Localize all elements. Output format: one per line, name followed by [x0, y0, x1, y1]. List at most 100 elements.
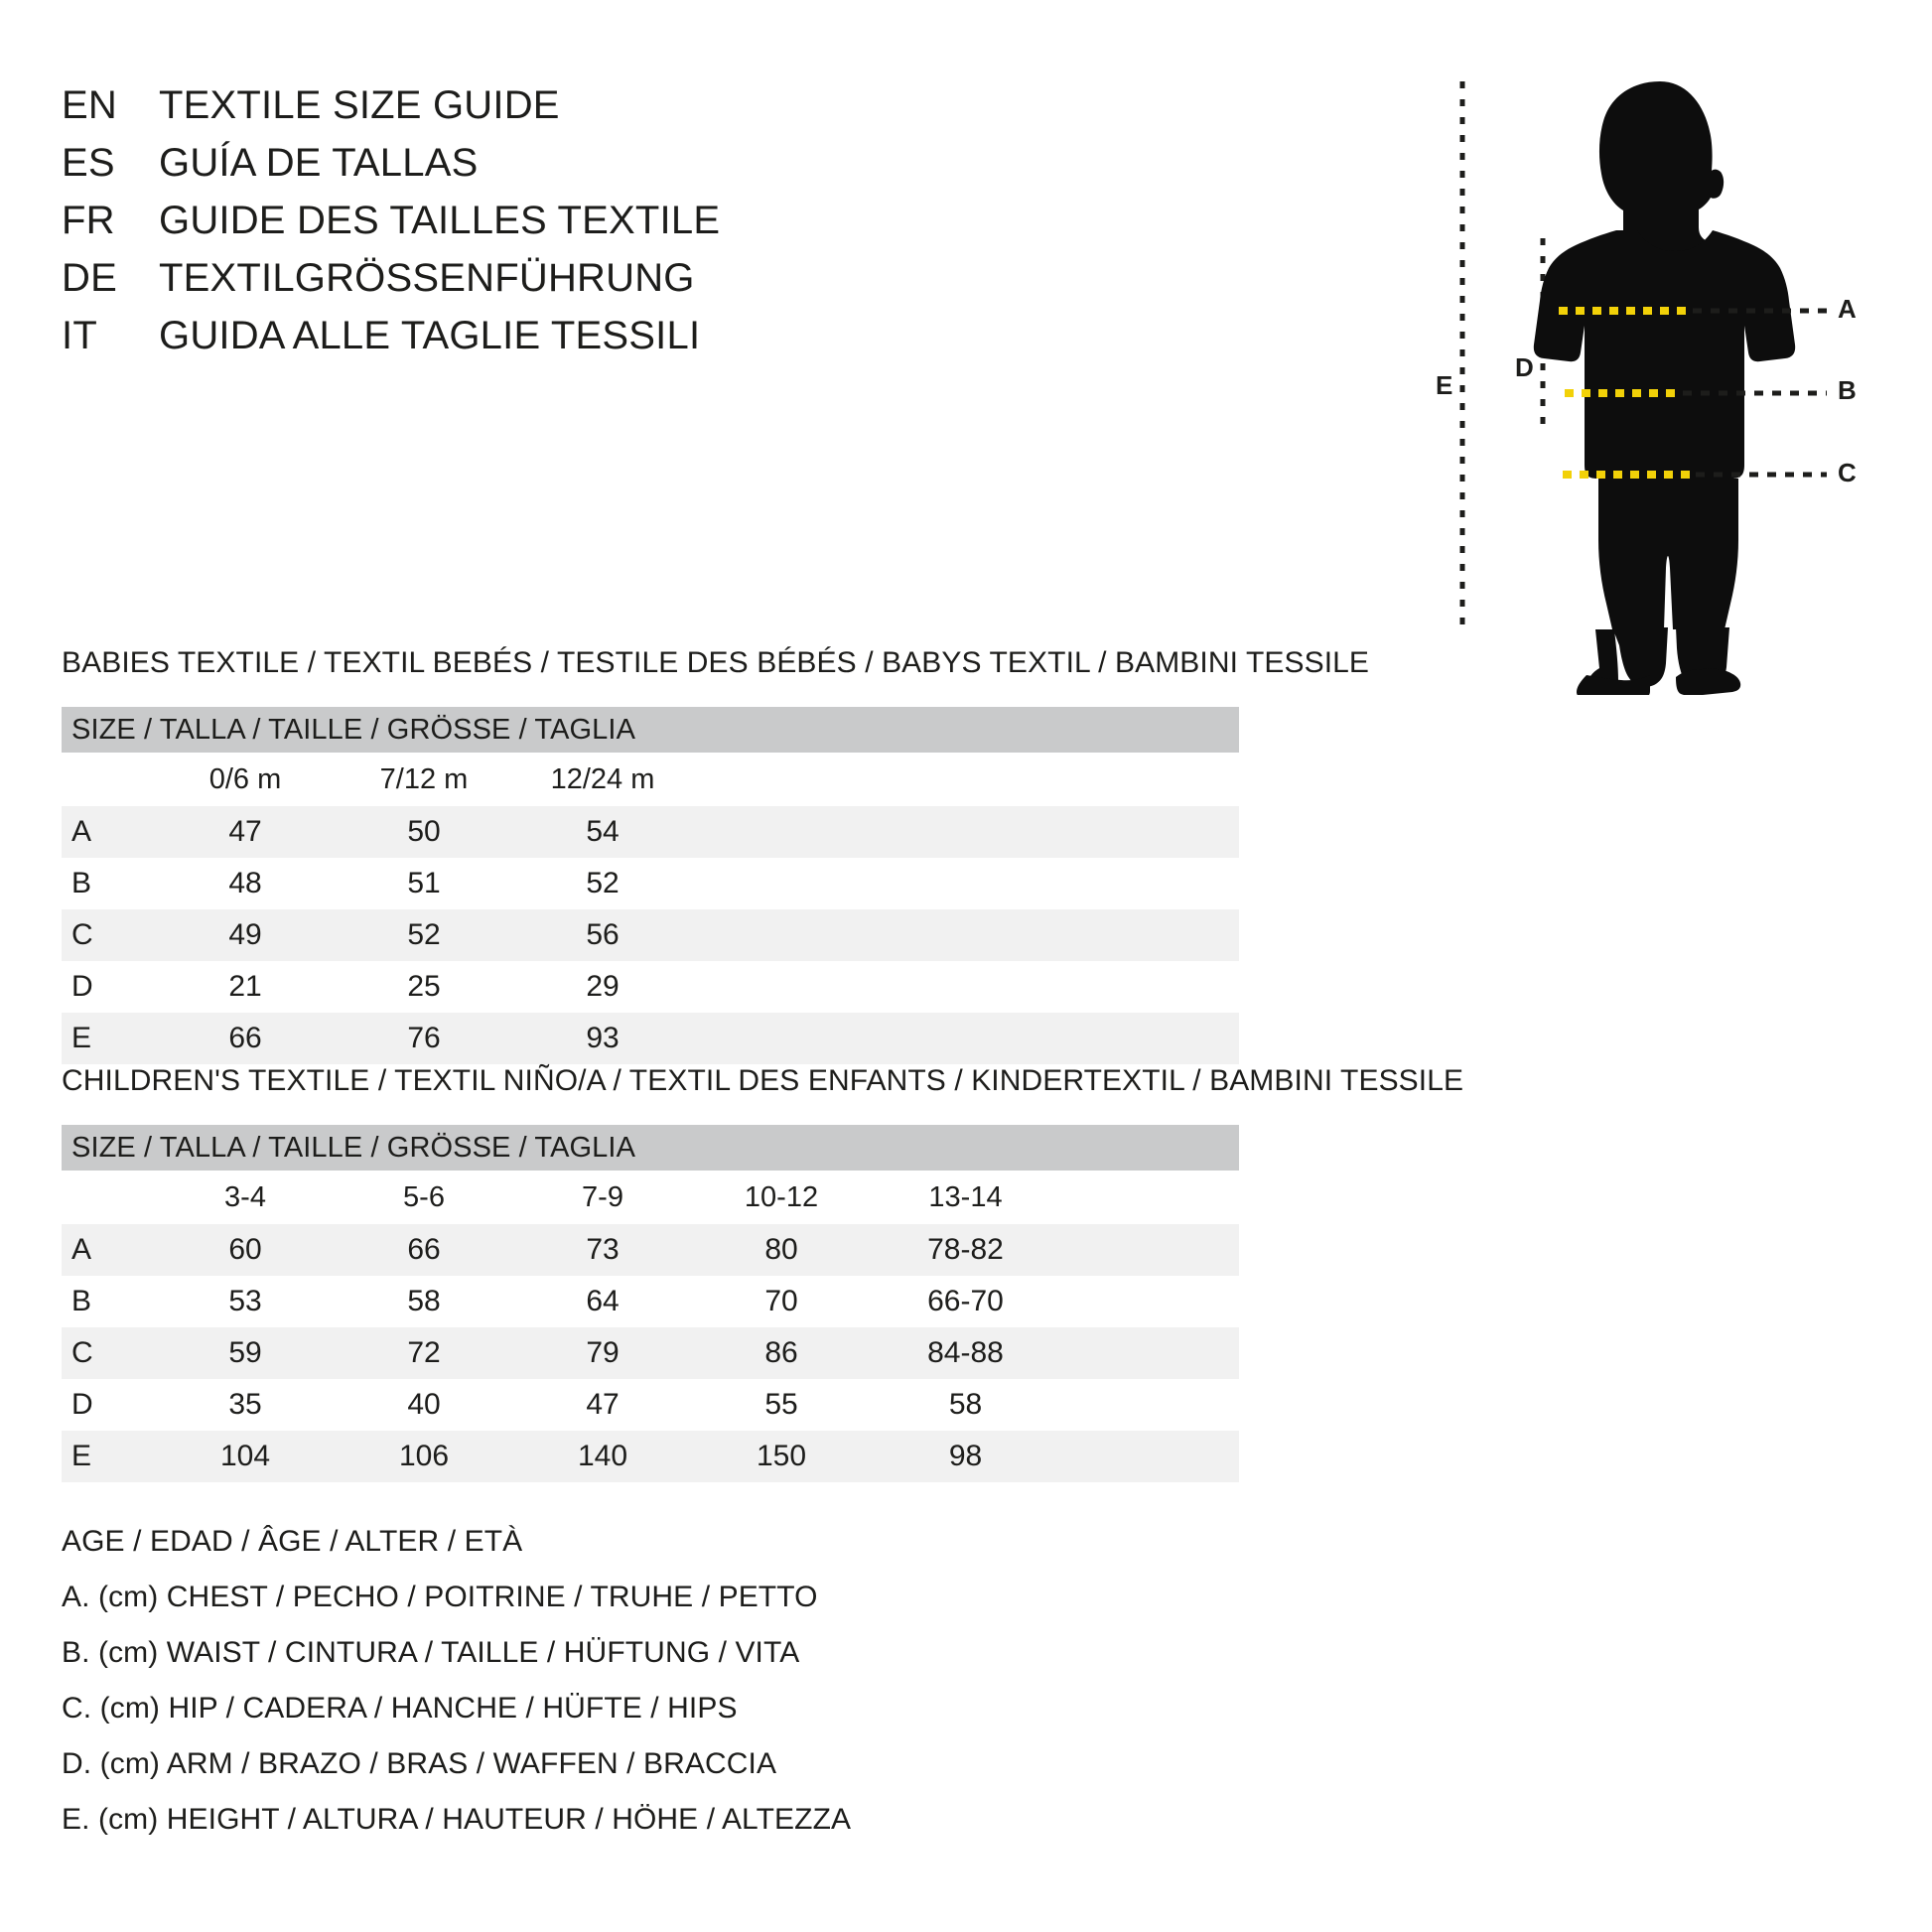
children-cell-b-spacer [1060, 1276, 1240, 1327]
children-cell-a-1: 66 [335, 1224, 513, 1276]
title-text-es: GUÍA DE TALLAS [159, 141, 479, 185]
children-cell-d-1: 40 [335, 1379, 513, 1431]
table-row: A 47 50 54 [62, 806, 1240, 858]
children-cell-d-3: 55 [692, 1379, 871, 1431]
babies-row-label-d: D [62, 961, 156, 1013]
children-cell-e-4: 98 [871, 1431, 1060, 1482]
children-col-header-2: 7-9 [513, 1171, 692, 1224]
babies-row-label-c: C [62, 909, 156, 961]
babies-col-header-1: 7/12 m [335, 753, 513, 806]
children-row-label-d: D [62, 1379, 156, 1431]
title-lang-fr: FR [62, 199, 115, 242]
figure-label-b: B [1838, 375, 1857, 405]
babies-band-label: SIZE / TALLA / TAILLE / GRÖSSE / TAGLIA [62, 707, 1240, 753]
figure-label-d: D [1515, 352, 1534, 382]
title-text-it: GUIDA ALLE TAGLIE TESSILI [159, 314, 701, 357]
figure-label-a: A [1838, 294, 1857, 324]
figure-label-c: C [1838, 458, 1857, 487]
title-lang-es: ES [62, 141, 115, 185]
title-row-fr: FR GUIDE DES TAILLES TEXTILE [62, 199, 1114, 256]
children-cell-c-4: 84-88 [871, 1327, 1060, 1379]
babies-cell-e-1: 76 [335, 1013, 513, 1064]
children-cell-a-4: 78-82 [871, 1224, 1060, 1276]
children-cell-c-1: 72 [335, 1327, 513, 1379]
title-lang-en: EN [62, 83, 117, 127]
babies-cell-b-0: 48 [156, 858, 335, 909]
title-row-es: ES GUÍA DE TALLAS [62, 141, 1114, 199]
children-col-header-spacer [1060, 1171, 1240, 1224]
children-col-header-0: 3-4 [156, 1171, 335, 1224]
children-row-label-e: E [62, 1431, 156, 1482]
title-row-en: EN TEXTILE SIZE GUIDE [62, 83, 1114, 141]
children-cell-b-0: 53 [156, 1276, 335, 1327]
babies-cell-c-spacer [692, 909, 1240, 961]
table-row: C 59 72 79 86 84-88 [62, 1327, 1240, 1379]
title-lang-de: DE [62, 256, 117, 300]
babies-col-header-spacer [692, 753, 1240, 806]
children-table-band-row: SIZE / TALLA / TAILLE / GRÖSSE / TAGLIA [62, 1125, 1240, 1171]
legend-line-e-height: E. (cm) HEIGHT / ALTURA / HAUTEUR / HÖHE… [62, 1803, 852, 1836]
children-cell-a-0: 60 [156, 1224, 335, 1276]
children-cell-c-spacer [1060, 1327, 1240, 1379]
children-col-header-4: 13-14 [871, 1171, 1060, 1224]
figure-label-e: E [1436, 370, 1453, 400]
table-row: D 21 25 29 [62, 961, 1240, 1013]
babies-cell-a-0: 47 [156, 806, 335, 858]
table-row: D 35 40 47 55 58 [62, 1379, 1240, 1431]
babies-cell-e-0: 66 [156, 1013, 335, 1064]
babies-row-label-b: B [62, 858, 156, 909]
children-corner-cell [62, 1171, 156, 1224]
table-row: B 48 51 52 [62, 858, 1240, 909]
children-cell-c-3: 86 [692, 1327, 871, 1379]
children-cell-e-spacer [1060, 1431, 1240, 1482]
babies-cell-b-2: 52 [513, 858, 692, 909]
babies-column-header-row: 0/6 m 7/12 m 12/24 m [62, 753, 1240, 806]
children-cell-e-2: 140 [513, 1431, 692, 1482]
babies-cell-a-spacer [692, 806, 1240, 858]
table-row: A 60 66 73 80 78-82 [62, 1224, 1240, 1276]
children-cell-d-spacer [1060, 1379, 1240, 1431]
legend-line-d-arm: D. (cm) ARM / BRAZO / BRAS / WAFFEN / BR… [62, 1747, 777, 1780]
table-row: B 53 58 64 70 66-70 [62, 1276, 1240, 1327]
babies-row-label-e: E [62, 1013, 156, 1064]
title-text-fr: GUIDE DES TAILLES TEXTILE [159, 199, 721, 242]
children-row-label-b: B [62, 1276, 156, 1327]
children-col-header-1: 5-6 [335, 1171, 513, 1224]
legend-line-age: AGE / EDAD / ÂGE / ALTER / ETÀ [62, 1525, 523, 1558]
babies-cell-c-1: 52 [335, 909, 513, 961]
children-row-label-c: C [62, 1327, 156, 1379]
children-cell-c-0: 59 [156, 1327, 335, 1379]
children-cell-b-1: 58 [335, 1276, 513, 1327]
babies-section-heading: BABIES TEXTILE / TEXTIL BEBÉS / TESTILE … [62, 646, 1370, 679]
children-cell-d-0: 35 [156, 1379, 335, 1431]
measurement-legend: AGE / EDAD / ÂGE / ALTER / ETÀ A. (cm) C… [62, 1514, 851, 1848]
children-column-header-row: 3-4 5-6 7-9 10-12 13-14 [62, 1171, 1240, 1224]
table-row: E 66 76 93 [62, 1013, 1240, 1064]
babies-cell-c-0: 49 [156, 909, 335, 961]
children-cell-b-2: 64 [513, 1276, 692, 1327]
babies-cell-d-1: 25 [335, 961, 513, 1013]
babies-cell-c-2: 56 [513, 909, 692, 961]
table-row: E 104 106 140 150 98 [62, 1431, 1240, 1482]
children-cell-a-2: 73 [513, 1224, 692, 1276]
babies-row-label-a: A [62, 806, 156, 858]
babies-cell-a-1: 50 [335, 806, 513, 858]
babies-cell-d-0: 21 [156, 961, 335, 1013]
legend-line-a-chest: A. (cm) CHEST / PECHO / POITRINE / TRUHE… [62, 1581, 818, 1613]
title-lang-it: IT [62, 314, 97, 357]
legend-line-c-hip: C. (cm) HIP / CADERA / HANCHE / HÜFTE / … [62, 1692, 738, 1725]
children-cell-a-spacer [1060, 1224, 1240, 1276]
children-row-label-a: A [62, 1224, 156, 1276]
title-row-it: IT GUIDA ALLE TAGLIE TESSILI [62, 314, 1114, 371]
children-cell-e-3: 150 [692, 1431, 871, 1482]
babies-cell-d-spacer [692, 961, 1240, 1013]
title-text-en: TEXTILE SIZE GUIDE [159, 83, 560, 127]
babies-col-header-0: 0/6 m [156, 753, 335, 806]
title-text-de: TEXTILGRÖSSENFÜHRUNG [159, 256, 695, 300]
children-cell-b-3: 70 [692, 1276, 871, 1327]
children-cell-e-1: 106 [335, 1431, 513, 1482]
legend-line-b-waist: B. (cm) WAIST / CINTURA / TAILLE / HÜFTU… [62, 1636, 800, 1669]
children-cell-c-2: 79 [513, 1327, 692, 1379]
title-block: EN TEXTILE SIZE GUIDE ES GUÍA DE TALLAS … [62, 83, 1114, 371]
babies-cell-d-2: 29 [513, 961, 692, 1013]
